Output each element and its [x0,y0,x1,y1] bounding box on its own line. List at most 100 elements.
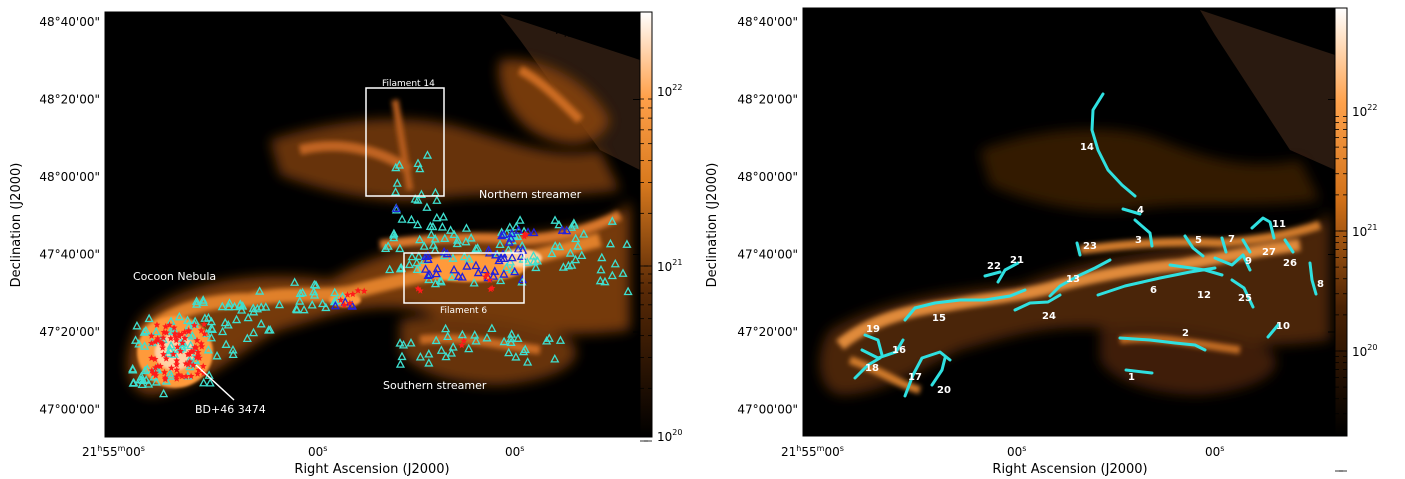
ridge-label-17: 17 [908,372,922,383]
red-star [172,333,180,340]
cyan-triangle [531,262,541,272]
cyan-triangle [414,251,424,260]
p1-yticks-label-1: 48°20'00" [39,93,100,107]
p1-yticks-label-3: 47°40'00" [39,248,100,262]
blue-triangle [449,264,459,274]
ridge-label-2: 2 [1182,328,1189,339]
red-star [187,372,195,380]
panel-1-cloud [128,14,640,422]
colorbar-2-tick-1e22: 1022 [1352,103,1377,119]
red-star [197,327,205,334]
cyan-triangle [595,275,605,285]
cyan-triangle [229,301,240,311]
blue-triangle [330,300,340,310]
cyan-triangle [448,342,458,351]
red-star [182,373,190,380]
cyan-triangle [395,359,406,368]
p1-yticks-label-5: 47°00'00" [39,403,100,417]
cyan-triangle [505,256,515,266]
cyan-triangle [261,302,271,311]
ridge-labels: 1 2 3 4 5 6 7 8 9 10 11 12 13 14 15 16 1… [865,142,1324,396]
cyan-triangle [242,333,252,343]
scale-bar-1-label: 3 pc [534,396,560,410]
diffuse-emission [128,59,630,395]
cyan-triangle [398,340,409,349]
cyan-triangle [220,317,230,327]
blue-triangle [471,260,481,270]
blue-triangle [420,264,431,273]
cyan-triangle [600,276,610,286]
cyan-triangle [406,338,416,347]
red-star [166,321,173,328]
cyan-triangle [412,257,422,267]
red-star [152,372,160,379]
bd46-pointer [195,364,235,401]
cyan-triangle [573,241,583,250]
colorbar-2-bar [1334,7,1348,437]
panel-1-y-ticks: 48°40'00" 48°20'00" 48°00'00" 47°40'00" 47°2… [39,15,640,417]
blue-triangle [491,249,501,259]
cocoon-nebula-label: Cocoon Nebula [133,270,216,283]
colorbar-1-minor-ticks [640,98,652,442]
cyan-triangle [515,215,525,224]
cyan-triangle [235,299,245,308]
p2-yticks-label-3: 47°40'00" [737,248,798,262]
red-star [194,348,202,356]
cyan-triangle [448,253,458,262]
panel-2-x-ticks: 21h55m00s 00s 00s [781,429,1224,459]
ridge-17 [903,350,952,398]
cyan-triangle [443,331,453,341]
colorbar-2: 1022 1021 1020 [1334,7,1377,472]
red-star [173,343,181,350]
red-star [160,350,167,358]
cyan-triangle [459,251,469,261]
cyan-triangle [199,377,209,387]
red-star [159,344,167,351]
cyan-triangle [520,344,530,354]
ridge-label-26: 26 [1283,258,1297,269]
red-star [184,360,192,368]
blue-triangle [557,225,567,234]
cyan-triangle [464,343,474,353]
colorbar-1-tick-1e21: 1021 [657,258,682,274]
cyan-triangle [383,241,393,250]
cyan-triangle [413,195,423,204]
blue-triangle [514,225,524,234]
red-star [161,368,168,376]
bd46-label: BD+46 3474 [195,403,266,416]
cyan-triangle [140,341,150,350]
cyan-triangle [511,352,521,361]
cyan-triangle [198,295,208,304]
ridge-21 [996,261,1020,284]
cyan-triangle [430,278,441,288]
panel-2-title-line-3: with filament ridges [840,58,960,72]
blue-triangle [462,261,472,270]
cyan-triangle [577,250,587,260]
cyan-triangle [426,229,436,239]
red-star [160,328,168,336]
panel-2-title-line-1: Curvelet component of [831,16,970,30]
ridge-19 [863,333,884,357]
cyan-triangle [424,358,434,367]
cyan-triangle [192,299,202,308]
blue-triangle [432,263,442,273]
cyan-triangle [317,298,328,308]
cyan-triangle [446,225,456,234]
blue-triangle [457,272,467,281]
panel-1-y-axis-title: Declination (J2000) [9,163,24,288]
cyan-triangle [248,327,259,337]
red-star [157,339,165,346]
cyan-triangle [554,219,564,229]
ridge-label-4: 4 [1137,205,1144,216]
cyan-triangle [487,323,497,332]
red-star [148,339,155,347]
red-star [460,337,468,344]
cyan-triangle [431,335,441,345]
red-star [349,290,357,298]
cyan-triangle [144,313,154,323]
cyan-triangle [565,248,575,257]
cyan-triangle [139,327,149,336]
cyan-triangle [471,243,481,253]
ridge-label-1: 1 [1128,372,1135,383]
p2-yticks-label-2: 48°00'00" [737,170,798,184]
